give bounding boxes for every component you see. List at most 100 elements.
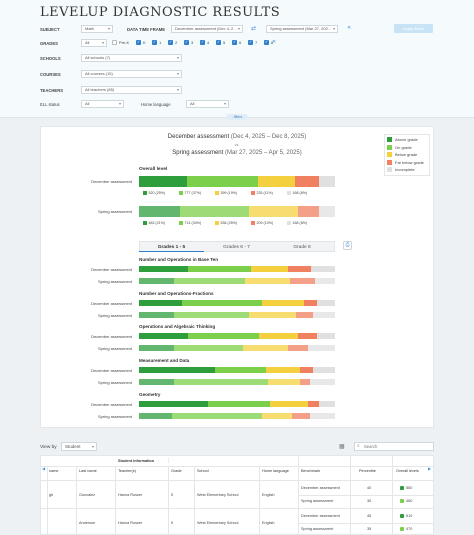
overall-count-4: 168 (8%) [287, 191, 307, 195]
bar-segment-2 [248, 312, 296, 318]
legend-item-0: Above grade [387, 137, 418, 143]
calendar-icon[interactable]: ▦ [339, 444, 345, 450]
search-icon: ⌕ [357, 443, 360, 449]
domain-title-2: Operations and Algebraic Thinking [139, 324, 216, 329]
cell-percentile-2: 30 [367, 499, 372, 503]
domain-row-label: December assessment [91, 266, 132, 272]
column-header-5[interactable]: Home language [262, 469, 289, 473]
bar-segment-0 [139, 333, 188, 339]
scroll-left-icon[interactable]: ◀ [42, 466, 46, 471]
column-header-1[interactable]: Last name [79, 469, 97, 473]
overall-count-0: 483 (21%) [143, 221, 165, 225]
bar-segment-3 [299, 367, 314, 373]
count-swatch [287, 191, 291, 195]
column-options-icon[interactable]: ⋮ [166, 458, 171, 464]
column-divider [168, 466, 169, 535]
column-header-2[interactable]: Teacher(s) [118, 469, 136, 473]
grade-checkbox-3[interactable]: ✓ 3 [184, 40, 193, 45]
teachers-select[interactable]: All teachers (85) [81, 86, 182, 94]
column-header-0[interactable]: name [49, 469, 59, 473]
overall-count-1: 777 (37%) [179, 191, 201, 195]
bar-segment-4 [313, 367, 335, 373]
cell-percentile-1: 40 [367, 486, 372, 490]
schools-select[interactable]: All schools (7) [81, 54, 182, 62]
column-header-7[interactable]: Percentile [359, 469, 376, 473]
ell-label: ELL status [40, 102, 60, 107]
clear-icon[interactable]: ✕ [347, 25, 352, 31]
level-dot [400, 527, 404, 531]
grade-checkbox-1[interactable]: ✓ 1 [152, 40, 161, 45]
swap-icon[interactable]: ⇄ [251, 26, 257, 32]
tab-grades-6-7[interactable]: Grades 6 - 7 [223, 245, 250, 250]
legend-item-3: Far below grade [387, 160, 424, 165]
bar-segment-0 [139, 345, 175, 351]
timeframe-to-select[interactable]: Spring assessment (Mar 27, 202... [266, 25, 338, 33]
bar-segment-1 [172, 413, 263, 419]
grade-label: 3 [191, 40, 194, 45]
cell-grade: 5 [171, 521, 174, 525]
grade-checkbox-7[interactable]: ✓ 7 [248, 40, 257, 45]
cell-school: West Elementary School [197, 493, 239, 497]
bar-segment-0 [139, 278, 175, 284]
checkbox-icon [112, 40, 117, 45]
count-swatch [179, 221, 183, 225]
domain-row-label: December assessment [91, 367, 132, 373]
bar-segment-0 [139, 206, 181, 217]
search-input[interactable] [354, 442, 434, 451]
cell-level-2: 470 [400, 527, 412, 531]
bar-segment-4 [309, 413, 335, 419]
count-value: 168 (8%) [292, 191, 308, 195]
print-icon[interactable]: ⎙ [343, 241, 352, 250]
assessment2-dates: (Mar 27, 2025 – Apr 5, 2025) [224, 150, 302, 156]
checkbox-icon: ✓ [200, 40, 205, 45]
bar-segment-2 [262, 300, 304, 306]
grades-label: GRADES [40, 41, 58, 46]
column-header-3[interactable]: Grade [171, 469, 182, 473]
ell-select[interactable]: All [81, 100, 124, 108]
grade-label: 7 [255, 40, 258, 45]
bar-segment-0 [139, 176, 187, 187]
domain-4-bar-0 [139, 401, 335, 407]
count-swatch [215, 221, 219, 225]
subject-label: SUBJECT [40, 27, 60, 32]
grades-select[interactable]: All [81, 39, 107, 47]
overall-bar-0 [139, 176, 335, 187]
domain-title-4: Geometry [139, 392, 161, 397]
grade-checkbox-6[interactable]: ✓ 6 [232, 40, 241, 45]
subject-select[interactable]: Math [81, 25, 113, 33]
timeframe-from-select[interactable]: December assessment (Dec 4, 2... [171, 25, 243, 33]
courses-select[interactable]: All courses (15) [81, 70, 182, 78]
grade-checkbox-k[interactable]: ✓ K [136, 40, 146, 45]
grade-tabs [139, 241, 335, 252]
count-value: 536 (25%) [220, 221, 238, 225]
grade-checkbox-4[interactable]: ✓ 4 [200, 40, 209, 45]
cell-school: West Elementary School [197, 521, 239, 525]
count-value: 520 (25%) [148, 191, 166, 195]
bar-segment-1 [182, 300, 263, 306]
apply-filters-button[interactable]: Apply filters [394, 24, 433, 33]
grade-checkbox-2[interactable]: ✓ 2 [168, 40, 177, 45]
grade-checkbox-5[interactable]: ✓ 5 [216, 40, 225, 45]
view-by-select[interactable]: Student [61, 442, 97, 451]
grade-checkbox-pre-k[interactable]: Pre-K [112, 40, 129, 45]
tab-grade-8[interactable]: Grade 8 [293, 245, 311, 250]
cell-last-name: Gonzalez [79, 493, 96, 497]
column-header-8[interactable]: Overall levels [396, 469, 419, 473]
bar-segment-1 [174, 312, 249, 318]
bar-segment-2 [268, 379, 300, 385]
scroll-right-icon[interactable]: ▶ [428, 466, 432, 471]
grade-checkbox-8[interactable]: ✓ 8 [264, 40, 273, 45]
column-header-4[interactable]: School [197, 469, 209, 473]
page-title: LEVELUP DIAGNOSTIC RESULTS [40, 5, 281, 20]
tab-grades-1-5[interactable]: Grades 1 - 5 [139, 243, 204, 252]
home-language-select[interactable]: All [186, 100, 229, 108]
column-header-6[interactable]: Benchmark [301, 469, 321, 473]
bar-segment-0 [139, 413, 173, 419]
clear-grades-icon[interactable]: ✕ [272, 39, 277, 45]
overall-count-2: 399 (19%) [215, 191, 237, 195]
column-divider [259, 466, 260, 535]
level-value: 470 [406, 527, 413, 531]
bar-segment-1 [215, 367, 267, 373]
less-filters-button[interactable]: - filters [226, 114, 248, 120]
legend-label: Above grade [395, 137, 418, 142]
